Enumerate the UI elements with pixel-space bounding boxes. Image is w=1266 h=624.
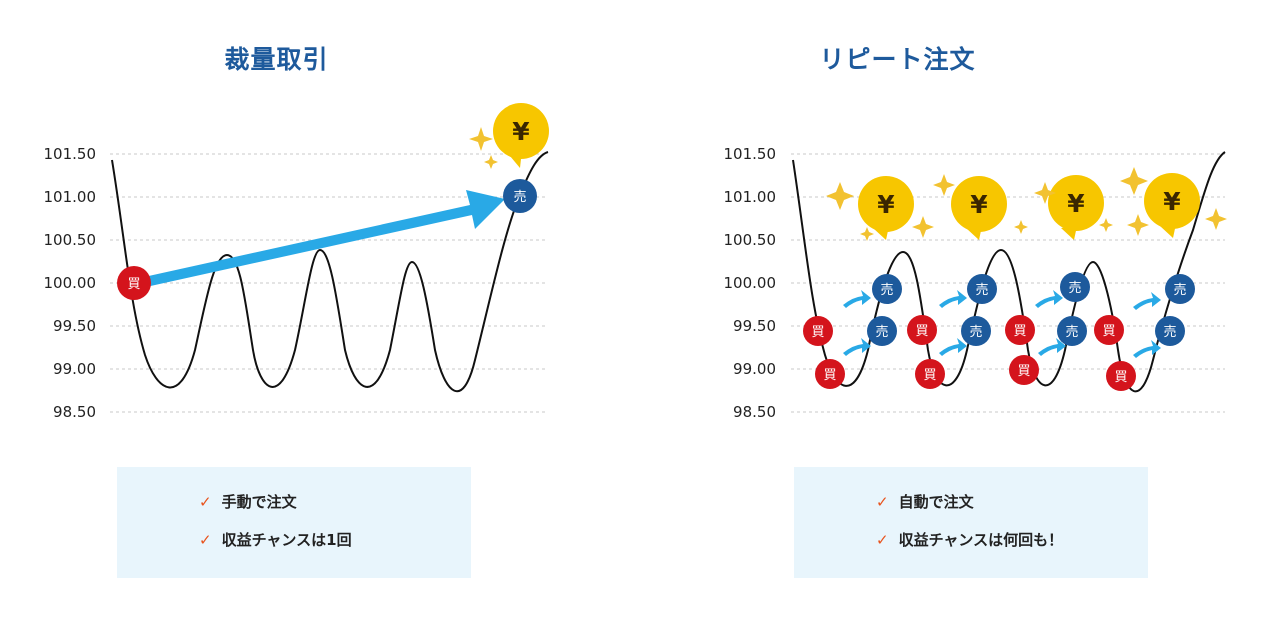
y-tick-label: 101.50: [44, 145, 97, 163]
buy-badge-label: 買: [1114, 370, 1127, 385]
buy-badge: 買: [915, 359, 945, 389]
repeat-order-panel: リピート注文 101.50 101.00 100.50 100.00 99.50…: [633, 0, 1266, 624]
feature-text: 収益チャンスは1回: [221, 531, 352, 549]
buy-badge-label: 買: [923, 368, 936, 383]
sell-badge: 売: [503, 179, 537, 213]
sparkle-icon: [469, 127, 498, 169]
buy-badge: 買: [1094, 315, 1124, 345]
manual-trading-panel: 裁量取引 101.50 101.00 100.50 100.00 99.50 9…: [44, 45, 549, 578]
buy-badge: 買: [907, 315, 937, 345]
repeat-order-chart: 101.50 101.00 100.50 100.00 99.50 99.00 …: [724, 145, 1227, 421]
yen-symbol: ¥: [877, 190, 895, 219]
feature-item: ✓ 収益チャンスは何回も！: [876, 529, 1063, 550]
buy-badge: 買: [803, 316, 833, 346]
y-axis-labels: 101.50 101.00 100.50 100.00 99.50 99.00 …: [724, 145, 777, 421]
buy-badge-label: 買: [811, 325, 824, 340]
feature-item: ✓ 収益チャンスは1回: [199, 529, 352, 550]
y-tick-label: 99.50: [53, 317, 96, 335]
price-curve: [792, 151, 1226, 393]
buy-badge: 買: [117, 266, 151, 300]
sell-badge-label: 売: [975, 282, 988, 298]
sell-badge-label: 売: [969, 324, 982, 340]
buy-badge: 買: [1106, 361, 1136, 391]
panel-title: リピート注文: [819, 45, 976, 74]
sell-badge-label: 売: [1065, 324, 1078, 340]
sell-badge-label: 売: [513, 189, 526, 205]
buy-badge-label: 買: [1013, 324, 1026, 339]
buy-badge-label: 買: [127, 277, 140, 292]
sell-badge: 売: [1165, 274, 1195, 304]
y-tick-label: 99.50: [733, 317, 776, 335]
feature-box: ✓ 自動で注文 ✓ 収益チャンスは何回も！: [794, 467, 1148, 578]
buy-badge: 買: [1005, 315, 1035, 345]
feature-item: ✓ 手動で注文: [199, 491, 297, 512]
y-tick-label: 99.00: [53, 360, 96, 378]
feature-box: ✓ 手動で注文 ✓ 収益チャンスは1回: [117, 467, 471, 578]
check-icon: ✓: [876, 531, 889, 549]
sell-badge-label: 売: [875, 324, 888, 340]
trade-cycle: 買 買 売 売: [1094, 274, 1195, 391]
feature-text: 自動で注文: [898, 493, 974, 511]
buy-badge-label: 買: [823, 368, 836, 383]
sell-badge-label: 売: [1068, 280, 1081, 296]
sell-badge-label: 売: [1163, 324, 1176, 340]
sell-badge-label: 売: [1173, 282, 1186, 298]
sell-badge: 売: [961, 316, 991, 346]
feature-text: 手動で注文: [221, 493, 297, 511]
buy-badge: 買: [1009, 355, 1039, 385]
sell-badge: 売: [1060, 272, 1090, 302]
gridlines: [110, 153, 548, 413]
buy-badge-label: 買: [1017, 364, 1030, 379]
y-tick-label: 101.00: [724, 188, 777, 206]
yen-coin-icon: ¥: [1048, 175, 1104, 240]
yen-coin-icon: ¥: [858, 176, 914, 240]
sell-badge: 売: [967, 274, 997, 304]
arrow-icon: [843, 290, 871, 356]
panel-title: 裁量取引: [224, 45, 329, 74]
manual-trading-chart: 101.50 101.00 100.50 100.00 99.50 99.00 …: [44, 103, 549, 421]
arrow-icon: [939, 290, 967, 356]
check-icon: ✓: [876, 493, 889, 511]
sparkle-icon: [826, 167, 1227, 241]
y-axis-labels: 101.50 101.00 100.50 100.00 99.50 99.00 …: [44, 145, 97, 421]
yen-coin-icon: ¥: [493, 103, 549, 168]
sell-badge: 売: [1057, 316, 1087, 346]
y-tick-label: 100.00: [44, 274, 97, 292]
yen-coin-icon: ¥: [1144, 173, 1200, 238]
y-tick-label: 100.50: [724, 231, 777, 249]
buy-badge-label: 買: [1102, 324, 1115, 339]
sell-badge: 売: [1155, 316, 1185, 346]
buy-to-sell-arrow: [135, 190, 505, 289]
trade-cycle: 買 買 売 売: [803, 274, 902, 389]
y-tick-label: 98.50: [53, 403, 96, 421]
buy-badge: 買: [815, 359, 845, 389]
yen-symbol: ¥: [512, 117, 530, 146]
y-tick-label: 100.00: [724, 274, 777, 292]
gridlines: [791, 153, 1225, 413]
y-tick-label: 100.50: [44, 231, 97, 249]
check-icon: ✓: [199, 531, 212, 549]
yen-coin-icon: ¥: [951, 176, 1007, 240]
price-curve: [111, 151, 549, 393]
feature-text: 収益チャンスは何回も！: [898, 531, 1064, 549]
trade-cycle: 買 買 売 売: [907, 274, 997, 389]
y-tick-label: 101.50: [724, 145, 777, 163]
y-tick-label: 101.00: [44, 188, 97, 206]
buy-badge-label: 買: [915, 324, 928, 339]
y-tick-label: 98.50: [733, 403, 776, 421]
sell-badge-label: 売: [880, 282, 893, 298]
trade-cycle: 買 買 売 売: [1005, 272, 1090, 385]
yen-symbol: ¥: [1067, 189, 1085, 218]
yen-symbol: ¥: [1163, 187, 1181, 216]
arrow-icon: [1133, 292, 1161, 358]
feature-item: ✓ 自動で注文: [876, 491, 974, 512]
yen-symbol: ¥: [970, 190, 988, 219]
y-tick-label: 99.00: [733, 360, 776, 378]
sell-badge: 売: [872, 274, 902, 304]
check-icon: ✓: [199, 493, 212, 511]
sell-badge: 売: [867, 316, 897, 346]
arrow-icon: [1035, 290, 1066, 356]
